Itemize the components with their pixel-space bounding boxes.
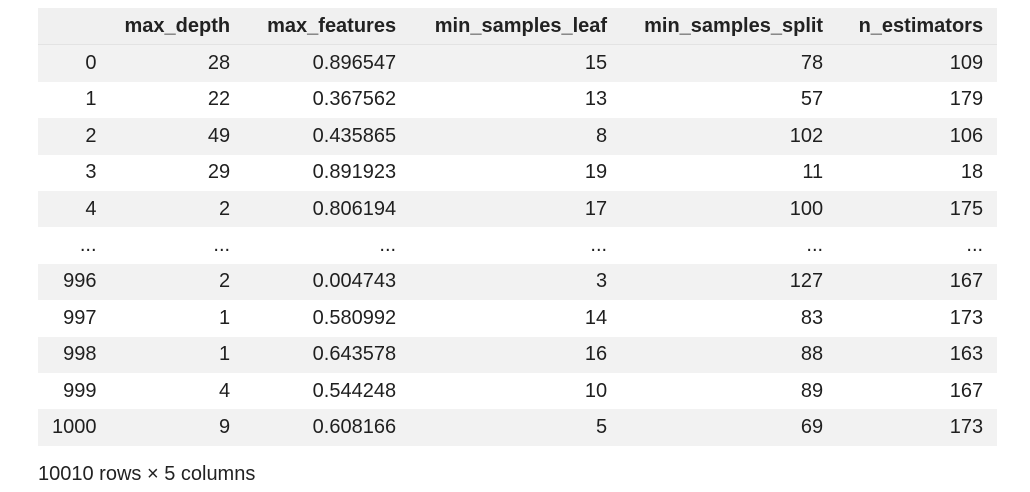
cell-n-estimators: 163 xyxy=(837,336,998,373)
cell-min-samples-split: 127 xyxy=(621,263,838,301)
cell-max-depth: 49 xyxy=(110,118,245,155)
cell-n-estimators: 167 xyxy=(837,263,998,301)
cell-max-features: 0.891923 xyxy=(244,154,411,191)
cell-max-features: 0.580992 xyxy=(244,300,411,337)
column-header-min-samples-split: min_samples_split xyxy=(621,8,838,46)
cell-min-samples-leaf: 8 xyxy=(410,118,622,155)
cell-max-features: 0.806194 xyxy=(244,190,411,228)
column-header-max-features: max_features xyxy=(244,8,411,46)
cell-max-features: 0.004743 xyxy=(244,263,411,301)
cell-max-features: 0.608166 xyxy=(244,409,411,446)
cell-max-features: ... xyxy=(244,227,411,264)
table-row: 2 49 0.435865 8 102 106 xyxy=(38,118,998,155)
row-index: 1000 xyxy=(38,409,111,446)
shape-summary: 10010 rows × 5 columns xyxy=(38,463,256,485)
cell-min-samples-leaf: 16 xyxy=(410,336,622,373)
cell-min-samples-split: 88 xyxy=(621,336,838,373)
cell-min-samples-split: 11 xyxy=(621,154,838,191)
cell-min-samples-split: 83 xyxy=(621,300,838,337)
row-index: 998 xyxy=(38,336,111,373)
cell-min-samples-split: 57 xyxy=(621,81,838,119)
cell-min-samples-leaf: 17 xyxy=(410,190,622,228)
column-header-n-estimators: n_estimators xyxy=(837,8,998,46)
cell-n-estimators: 173 xyxy=(837,409,998,446)
table-row: 4 2 0.806194 17 100 175 xyxy=(38,190,998,228)
row-index: 3 xyxy=(38,154,111,191)
cell-n-estimators: 173 xyxy=(837,300,998,337)
cell-max-features: 0.544248 xyxy=(244,372,411,410)
row-index: 999 xyxy=(38,372,111,410)
cell-min-samples-leaf: 13 xyxy=(410,81,622,119)
cell-max-features: 0.896547 xyxy=(244,44,411,82)
table-row: 1 22 0.367562 13 57 179 xyxy=(38,81,998,119)
table-row: .................. xyxy=(38,227,998,264)
cell-min-samples-split: ... xyxy=(621,227,838,264)
cell-max-depth: 29 xyxy=(110,154,245,191)
row-index: ... xyxy=(38,227,111,264)
cell-max-features: 0.643578 xyxy=(244,336,411,373)
cell-max-depth: ... xyxy=(110,227,245,264)
cell-min-samples-split: 78 xyxy=(621,44,838,82)
header-row: max_depth max_features min_samples_leaf … xyxy=(38,8,998,46)
cell-min-samples-split: 89 xyxy=(621,372,838,410)
cell-max-depth: 4 xyxy=(110,372,245,410)
row-index: 0 xyxy=(38,44,111,82)
table-row: 1000 9 0.608166 5 69 173 xyxy=(38,409,998,446)
cell-min-samples-leaf: 14 xyxy=(410,300,622,337)
table-row: 3 29 0.891923 19 11 18 xyxy=(38,154,998,191)
table-row: 999 4 0.544248 10 89 167 xyxy=(38,372,998,410)
cell-n-estimators: 167 xyxy=(837,372,998,410)
cell-max-depth: 1 xyxy=(110,336,245,373)
cell-n-estimators: 18 xyxy=(837,154,998,191)
cell-max-depth: 2 xyxy=(110,190,245,228)
column-header-min-samples-leaf: min_samples_leaf xyxy=(410,8,622,46)
dataframe-table: max_depth max_features min_samples_leaf … xyxy=(38,8,998,446)
cell-max-features: 0.435865 xyxy=(244,118,411,155)
index-header xyxy=(38,8,111,46)
cell-max-depth: 1 xyxy=(110,300,245,337)
table-row: 997 1 0.580992 14 83 173 xyxy=(38,300,998,337)
cell-max-features: 0.367562 xyxy=(244,81,411,119)
table-row: 0 28 0.896547 15 78 109 xyxy=(38,44,998,82)
table-header: max_depth max_features min_samples_leaf … xyxy=(38,8,998,46)
cell-min-samples-split: 102 xyxy=(621,118,838,155)
table-row: 998 1 0.643578 16 88 163 xyxy=(38,336,998,373)
cell-n-estimators: ... xyxy=(837,227,998,264)
row-index: 1 xyxy=(38,81,111,119)
table-row: 996 2 0.004743 3 127 167 xyxy=(38,263,998,301)
cell-n-estimators: 106 xyxy=(837,118,998,155)
cell-min-samples-split: 69 xyxy=(621,409,838,446)
cell-max-depth: 9 xyxy=(110,409,245,446)
cell-min-samples-leaf: 5 xyxy=(410,409,622,446)
table-body: 0 28 0.896547 15 78 109 1 22 0.367562 13 57 179 2 49 0… xyxy=(38,44,998,446)
cell-min-samples-leaf: 19 xyxy=(410,154,622,191)
row-index: 996 xyxy=(38,263,111,301)
cell-n-estimators: 109 xyxy=(837,44,998,82)
cell-n-estimators: 175 xyxy=(837,190,998,228)
row-index: 4 xyxy=(38,190,111,228)
cell-min-samples-leaf: 3 xyxy=(410,263,622,301)
cell-n-estimators: 179 xyxy=(837,81,998,119)
row-index: 2 xyxy=(38,118,111,155)
cell-min-samples-leaf: ... xyxy=(410,227,622,264)
column-header-max-depth: max_depth xyxy=(110,8,245,46)
cell-max-depth: 22 xyxy=(110,81,245,119)
cell-min-samples-leaf: 10 xyxy=(410,372,622,410)
cell-max-depth: 28 xyxy=(110,44,245,82)
cell-min-samples-split: 100 xyxy=(621,190,838,228)
cell-min-samples-leaf: 15 xyxy=(410,44,622,82)
row-index: 997 xyxy=(38,300,111,337)
cell-max-depth: 2 xyxy=(110,263,245,301)
